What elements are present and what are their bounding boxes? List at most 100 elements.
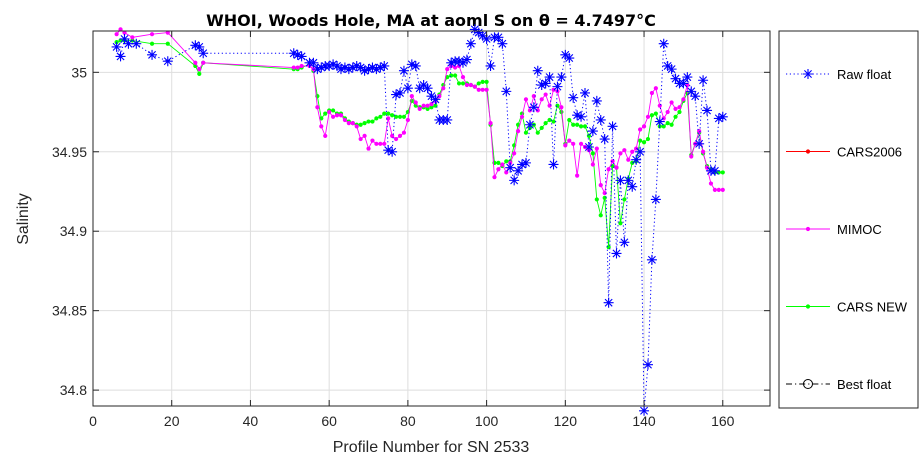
data-point-cars-new xyxy=(602,195,607,200)
data-point-raw-float xyxy=(312,64,323,75)
data-point-cars-new xyxy=(382,111,387,116)
data-point-raw-float xyxy=(406,59,417,70)
legend-marker-raw-float xyxy=(803,69,813,79)
data-point-raw-float xyxy=(698,75,709,86)
data-point-mimoc xyxy=(445,67,450,72)
data-point-mimoc xyxy=(712,187,717,192)
data-point-raw-float xyxy=(690,91,701,102)
data-point-raw-float xyxy=(288,48,299,59)
data-point-raw-float xyxy=(678,78,689,89)
data-point-raw-float xyxy=(308,57,319,68)
data-point-mimoc xyxy=(350,121,355,126)
data-point-mimoc xyxy=(193,60,198,65)
data-point-raw-float xyxy=(454,56,465,67)
data-point-raw-float xyxy=(402,83,413,94)
data-point-raw-float xyxy=(343,64,354,75)
data-point-mimoc xyxy=(114,32,119,37)
x-tick-label: 160 xyxy=(711,413,735,429)
x-axis-label: Profile Number for SN 2533 xyxy=(333,439,530,456)
data-point-mimoc xyxy=(543,92,548,97)
data-point-cars-new xyxy=(594,197,599,202)
legend-marker-cars-new xyxy=(805,304,811,309)
y-tick-label: 34.8 xyxy=(60,382,87,398)
data-point-cars-new xyxy=(641,140,647,145)
data-point-mimoc xyxy=(515,129,521,134)
data-point-raw-float xyxy=(398,65,409,76)
data-point-raw-float xyxy=(442,114,453,125)
data-point-raw-float xyxy=(359,65,370,76)
data-point-mimoc xyxy=(669,100,674,105)
legend-label-best-float: Best float xyxy=(837,377,892,392)
data-point-raw-float xyxy=(115,51,126,62)
data-point-mimoc xyxy=(441,86,446,91)
data-point-mimoc xyxy=(346,121,351,126)
data-point-mimoc xyxy=(370,138,375,143)
data-point-raw-float xyxy=(627,181,638,192)
data-point-raw-float xyxy=(339,62,350,73)
data-point-mimoc xyxy=(598,183,603,188)
data-point-cars-new xyxy=(618,221,623,226)
data-point-mimoc xyxy=(393,136,399,142)
data-point-cars-new xyxy=(567,117,572,123)
data-point-raw-float xyxy=(383,145,394,156)
data-point-raw-float xyxy=(658,38,669,49)
data-point-mimoc xyxy=(476,87,481,92)
data-point-raw-float xyxy=(371,64,382,75)
data-point-mimoc xyxy=(397,133,403,138)
data-point-raw-float xyxy=(505,162,516,173)
data-point-cars-new xyxy=(523,130,529,135)
data-point-cars-new xyxy=(378,114,383,119)
data-point-mimoc xyxy=(673,106,678,111)
data-point-mimoc xyxy=(366,146,371,151)
data-point-mimoc xyxy=(149,32,155,37)
data-point-mimoc xyxy=(319,124,324,129)
legend-item-cars2006: CARS2006 xyxy=(786,145,902,160)
data-point-raw-float xyxy=(375,62,386,73)
data-point-cars-new xyxy=(571,122,576,127)
data-point-raw-float xyxy=(548,159,559,170)
data-point-cars-new xyxy=(543,121,548,126)
data-point-raw-float xyxy=(619,237,630,248)
data-point-cars-new xyxy=(555,103,560,108)
data-point-raw-float xyxy=(410,60,421,71)
data-point-raw-float xyxy=(599,134,610,145)
data-point-mimoc xyxy=(677,105,682,110)
legend-marker-cars2006 xyxy=(805,149,811,154)
data-point-cars-new xyxy=(645,136,651,142)
data-point-cars-new xyxy=(598,213,603,218)
x-tick-label: 60 xyxy=(321,413,337,429)
data-point-cars-new xyxy=(638,138,643,143)
data-point-raw-float xyxy=(713,113,724,124)
data-point-cars-new xyxy=(535,130,540,135)
data-point-cars-new xyxy=(401,114,407,119)
data-point-raw-float xyxy=(465,38,476,49)
data-point-mimoc xyxy=(563,143,568,148)
data-point-raw-float xyxy=(422,83,433,94)
axis-ticks: 0 20 40 60 80 100 120 140 160 34.8 34.85 34.9 34.95 3… xyxy=(52,31,770,429)
series-raw-float xyxy=(111,24,728,416)
data-point-raw-float xyxy=(497,38,508,49)
data-point-mimoc xyxy=(614,165,619,170)
data-point-raw-float xyxy=(520,157,531,168)
data-point-mimoc xyxy=(578,141,584,146)
data-point-raw-float xyxy=(198,48,209,59)
legend-label-mimoc: MIMOC xyxy=(837,222,882,237)
data-point-raw-float xyxy=(123,38,134,49)
data-point-mimoc xyxy=(645,114,651,119)
x-tick-label: 100 xyxy=(475,413,499,429)
y-axis-label: Salinity xyxy=(15,193,32,245)
data-point-cars-new xyxy=(358,122,363,127)
data-point-mimoc xyxy=(315,105,320,110)
data-point-mimoc xyxy=(504,170,509,175)
grid-lines xyxy=(92,31,770,406)
data-point-raw-float xyxy=(686,86,697,97)
data-point-raw-float xyxy=(580,87,591,98)
data-point-raw-float xyxy=(524,119,535,130)
data-point-mimoc xyxy=(539,97,544,102)
data-point-raw-float xyxy=(532,65,543,76)
data-point-mimoc xyxy=(197,67,202,72)
data-point-cars-new xyxy=(480,79,485,84)
data-point-raw-float xyxy=(615,175,626,186)
data-point-cars-new xyxy=(578,124,584,129)
